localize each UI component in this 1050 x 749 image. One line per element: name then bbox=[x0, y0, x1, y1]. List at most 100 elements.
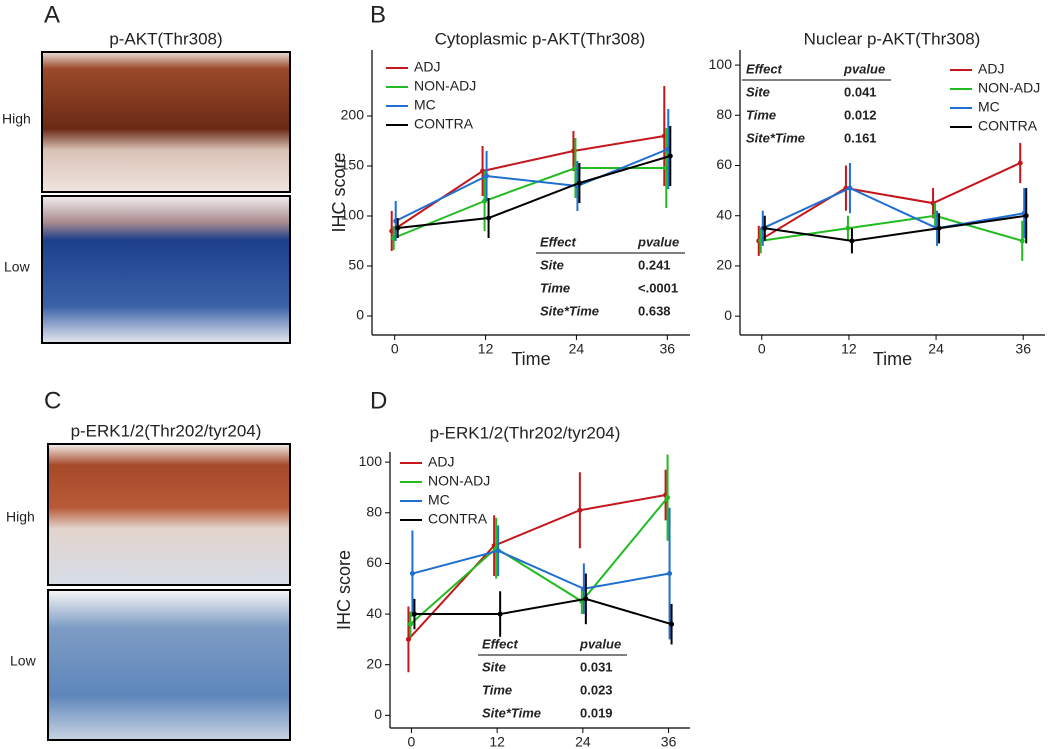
series-line bbox=[758, 162, 1021, 242]
y-tick-label: 100 bbox=[341, 207, 365, 223]
data-point bbox=[411, 611, 417, 617]
x-tick-label: 36 bbox=[659, 341, 675, 357]
data-point bbox=[1017, 160, 1023, 166]
legend-label: MC bbox=[428, 492, 450, 508]
chart-title: p-ERK1/2(Thr202/tyr204) bbox=[430, 423, 621, 442]
x-tick-label: 36 bbox=[661, 734, 677, 749]
stats-value: 0.023 bbox=[580, 682, 613, 697]
panel-letter: C bbox=[44, 387, 61, 414]
data-point bbox=[495, 548, 501, 554]
y-tick-label: 150 bbox=[341, 157, 365, 173]
y-tick-label: 20 bbox=[716, 257, 732, 273]
series-line bbox=[409, 496, 669, 625]
legend-label: CONTRA bbox=[414, 116, 474, 132]
y-tick-label: 80 bbox=[366, 503, 382, 519]
legend-label: NON-ADJ bbox=[414, 78, 476, 94]
stats-effect: Site bbox=[482, 659, 506, 674]
data-point bbox=[669, 621, 675, 627]
series-line bbox=[762, 187, 1025, 230]
stats-value: 0.031 bbox=[580, 659, 613, 674]
data-point bbox=[497, 611, 503, 617]
data-point bbox=[936, 225, 942, 231]
stats-header: Effect bbox=[540, 234, 577, 249]
y-tick-label: 200 bbox=[341, 107, 365, 123]
y-tick-label: 60 bbox=[366, 554, 382, 570]
legend-label: NON-ADJ bbox=[428, 473, 490, 489]
image-label: Low bbox=[10, 653, 37, 669]
y-tick-label: 40 bbox=[716, 206, 732, 222]
data-point bbox=[847, 185, 853, 191]
panel-letter: D bbox=[370, 387, 387, 414]
x-tick-label: 12 bbox=[841, 341, 857, 357]
y-tick-label: 50 bbox=[348, 257, 364, 273]
y-tick-label: 0 bbox=[374, 706, 382, 722]
stats-header: Effect bbox=[482, 636, 519, 651]
series-line bbox=[407, 494, 666, 641]
stats-effect: Site bbox=[746, 84, 770, 99]
micrograph bbox=[41, 195, 291, 344]
data-point bbox=[667, 571, 673, 577]
stats-header: pvalue bbox=[843, 61, 885, 76]
data-point bbox=[409, 571, 415, 577]
data-point bbox=[667, 153, 673, 159]
series-line bbox=[414, 597, 672, 626]
data-point bbox=[1023, 213, 1029, 219]
micrograph bbox=[47, 443, 291, 586]
stats-value: 0.638 bbox=[638, 303, 671, 318]
legend-label: ADJ bbox=[428, 454, 454, 470]
data-point bbox=[1019, 238, 1025, 244]
image-title: p-AKT(Thr308) bbox=[109, 29, 222, 48]
data-point bbox=[486, 215, 492, 221]
y-tick-label: 100 bbox=[709, 56, 733, 72]
y-tick-label: 0 bbox=[356, 307, 364, 323]
stats-effect: Site*Time bbox=[540, 303, 599, 318]
x-axis-label: Time bbox=[511, 349, 550, 369]
x-tick-label: 0 bbox=[408, 734, 416, 749]
x-tick-label: 12 bbox=[489, 734, 505, 749]
stats-header: Effect bbox=[746, 61, 783, 76]
x-tick-label: 12 bbox=[478, 341, 494, 357]
data-point bbox=[762, 225, 768, 231]
x-tick-label: 24 bbox=[569, 341, 585, 357]
y-tick-label: 60 bbox=[716, 156, 732, 172]
legend-label: ADJ bbox=[978, 61, 1004, 77]
image-label: Low bbox=[4, 259, 31, 275]
x-axis-label: Time bbox=[873, 349, 912, 369]
stats-value: 0.241 bbox=[638, 257, 671, 272]
series-line bbox=[397, 155, 671, 229]
stats-header: pvalue bbox=[579, 636, 621, 651]
panel-letter: B bbox=[370, 1, 386, 28]
y-tick-label: 100 bbox=[359, 453, 383, 469]
panel-letter: A bbox=[44, 1, 60, 28]
image-label: High bbox=[2, 111, 31, 127]
data-point bbox=[665, 495, 671, 501]
stats-header: pvalue bbox=[637, 234, 679, 249]
series-line bbox=[391, 135, 665, 232]
legend-label: CONTRA bbox=[428, 511, 488, 527]
y-tick-label: 40 bbox=[366, 605, 382, 621]
y-axis-label: IHC score bbox=[334, 550, 354, 630]
data-point bbox=[407, 621, 413, 627]
data-point bbox=[395, 225, 401, 231]
x-tick-label: 36 bbox=[1015, 341, 1031, 357]
x-tick-label: 0 bbox=[391, 341, 399, 357]
x-tick-label: 24 bbox=[575, 734, 591, 749]
stats-value: 0.161 bbox=[844, 130, 877, 145]
micrograph bbox=[47, 589, 291, 741]
image-label: High bbox=[6, 509, 35, 525]
legend-label: NON-ADJ bbox=[978, 80, 1040, 96]
y-axis-label: IHC score bbox=[329, 152, 349, 232]
data-point bbox=[405, 636, 411, 642]
stats-value: <.0001 bbox=[638, 280, 678, 295]
series-line bbox=[764, 214, 1027, 242]
data-point bbox=[849, 238, 855, 244]
micrograph bbox=[41, 51, 291, 193]
legend-label: CONTRA bbox=[978, 118, 1038, 134]
stats-effect: Time bbox=[746, 107, 776, 122]
stats-value: 0.041 bbox=[844, 84, 877, 99]
y-tick-label: 20 bbox=[366, 655, 382, 671]
legend-label: MC bbox=[978, 99, 1000, 115]
image-title: p-ERK1/2(Thr202/tyr204) bbox=[71, 421, 262, 440]
data-point bbox=[576, 180, 582, 186]
